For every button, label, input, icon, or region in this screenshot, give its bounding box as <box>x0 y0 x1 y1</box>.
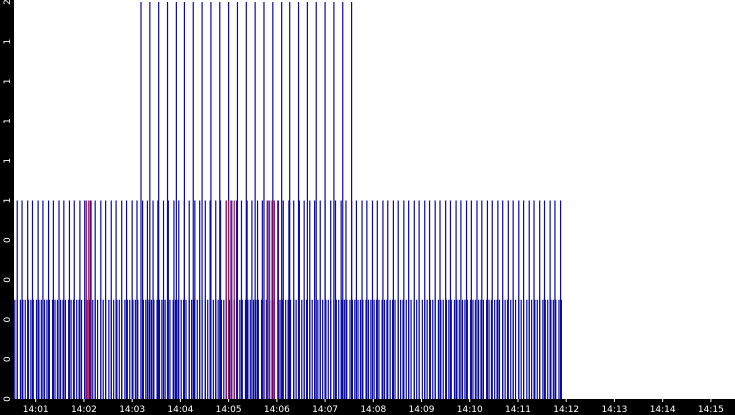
x-tick-label: 14:06 <box>264 405 290 415</box>
x-tick-label: 14:13 <box>601 405 627 415</box>
x-tick-label: 14:01 <box>23 405 49 415</box>
x-axis: 14:01 14:02 14:03 14:04 14:05 14:06 14:07 14:08… <box>23 399 724 415</box>
y-tick-label: 0 <box>3 316 13 322</box>
x-tick-label: 14:07 <box>312 405 338 415</box>
y-tick-label: 1 <box>3 158 13 164</box>
x-tick-label: 14:04 <box>167 405 193 415</box>
x-tick-label: 14:09 <box>409 405 435 415</box>
y-tick-label: 1 <box>3 198 13 204</box>
x-tick-label: 14:15 <box>698 405 724 415</box>
y-axis-band <box>0 0 14 415</box>
x-tick-label: 14:10 <box>457 405 483 415</box>
y-tick-label: 0 <box>3 237 13 243</box>
y-tick-label: 1 <box>3 118 13 124</box>
y-tick-label: 1 <box>3 79 13 85</box>
x-tick-label: 14:11 <box>505 405 531 415</box>
bar-series <box>14 2 562 399</box>
y-tick-label: 1 <box>3 39 13 45</box>
x-tick-label: 14:14 <box>650 405 676 415</box>
y-tick-label: 0 <box>3 277 13 283</box>
y-axis: 0 0 0 0 0 1 1 1 1 1 2 <box>3 0 13 402</box>
x-tick-label: 14:12 <box>553 405 579 415</box>
y-tick-label: 2 <box>3 0 13 5</box>
x-tick-label: 14:08 <box>360 405 386 415</box>
x-tick-label: 14:02 <box>71 405 97 415</box>
y-tick-label: 0 <box>3 356 13 362</box>
x-axis-band <box>0 399 735 415</box>
x-tick-label: 14:05 <box>216 405 242 415</box>
y-tick-label: 0 <box>3 396 13 402</box>
x-tick-label: 14:03 <box>119 405 145 415</box>
